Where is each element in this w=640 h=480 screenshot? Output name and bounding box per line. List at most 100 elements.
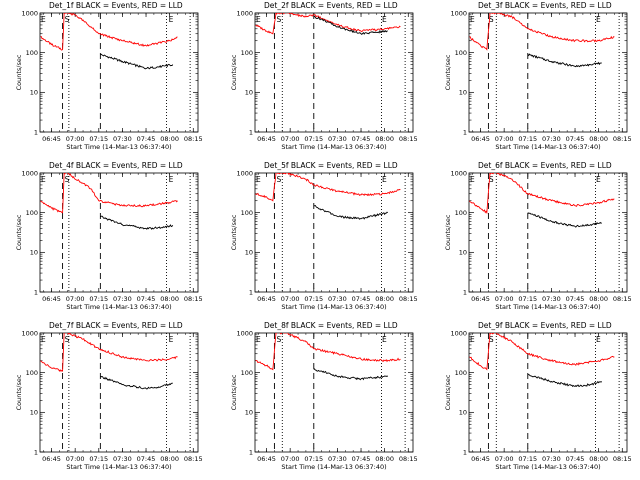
y-tick-label: 10 xyxy=(30,409,38,417)
x-tick-label: 08:00 xyxy=(160,135,179,143)
y-tick-label: 10 xyxy=(30,249,38,257)
x-axis-label: Start Time (14-Mar-13 06:37:40) xyxy=(66,143,171,151)
y-tick-label: 100 xyxy=(241,369,253,377)
x-tick-label: 08:15 xyxy=(399,295,418,303)
y-tick-label: 100 xyxy=(26,369,38,377)
x-tick-label: 08:00 xyxy=(375,135,394,143)
x-tick-label: 07:00 xyxy=(495,295,514,303)
x-axis-label: Start Time (14-Mar-13 06:37:40) xyxy=(281,463,386,471)
x-axis-label: Start Time (14-Mar-13 06:37:40) xyxy=(495,463,600,471)
marker-letter: S xyxy=(65,335,70,344)
x-tick-label: 06:45 xyxy=(42,455,61,463)
y-tick-label: 1 xyxy=(34,448,38,456)
y-tick-label: 10 xyxy=(30,89,38,97)
x-tick-label: 06:45 xyxy=(471,455,490,463)
x-tick-label: 07:30 xyxy=(328,295,347,303)
y-tick-label: 100 xyxy=(26,49,38,57)
x-tick-label: 07:15 xyxy=(89,455,108,463)
y-tick-label: 10 xyxy=(245,409,253,417)
x-tick-label: 07:45 xyxy=(137,455,156,463)
panel-title: Det_7f BLACK = Events, RED = LLD xyxy=(49,321,183,330)
detector-panel-8: Det_8f BLACK = Events, RED = LLD 1 10 100 10… xyxy=(230,321,418,471)
x-tick-label: 07:15 xyxy=(304,135,323,143)
events-series-line xyxy=(100,53,174,70)
y-tick-label: 1 xyxy=(249,288,253,296)
y-axis-label: Counts/sec xyxy=(444,374,452,410)
y-axis-label: Counts/sec xyxy=(444,214,452,250)
marker-letter: E xyxy=(470,175,475,184)
y-tick-label: 10 xyxy=(459,409,467,417)
marker-letter: S xyxy=(276,335,281,344)
marker-letter: S xyxy=(276,175,281,184)
y-tick-label: 1 xyxy=(463,288,467,296)
x-tick-label: 08:15 xyxy=(613,295,632,303)
x-tick-label: 07:15 xyxy=(518,455,537,463)
lld-series-line xyxy=(40,13,178,51)
marker-letter: S xyxy=(276,15,281,24)
x-tick-label: 07:45 xyxy=(352,455,371,463)
x-tick-label: 08:15 xyxy=(399,455,418,463)
plot-frame xyxy=(468,332,628,453)
x-tick-label: 07:15 xyxy=(518,135,537,143)
x-tick-label: 06:45 xyxy=(471,295,490,303)
x-tick-label: 08:00 xyxy=(160,455,179,463)
marker-letter: E xyxy=(470,335,475,344)
x-tick-label: 07:45 xyxy=(352,295,371,303)
x-tick-label: 06:45 xyxy=(257,455,276,463)
marker-letter: S xyxy=(489,175,494,184)
x-tick-label: 06:45 xyxy=(42,135,61,143)
marker-letter: E xyxy=(596,335,601,344)
x-tick-label: 08:15 xyxy=(184,295,203,303)
events-series-line xyxy=(527,53,602,68)
y-tick-label: 1 xyxy=(463,448,467,456)
y-tick-label: 1 xyxy=(34,288,38,296)
detector-panel-3: Det_3f BLACK = Events, RED = LLD 1 10 100 10… xyxy=(444,1,632,151)
y-tick-label: 1 xyxy=(463,128,467,136)
y-tick-label: 1000 xyxy=(450,9,467,17)
lld-series-line xyxy=(255,333,401,371)
x-tick-label: 07:45 xyxy=(566,135,585,143)
plot-frame xyxy=(254,12,414,133)
marker-letter: E xyxy=(169,15,174,24)
x-axis-label: Start Time (14-Mar-13 06:37:40) xyxy=(495,143,600,151)
panel-title: Det_4f BLACK = Events, RED = LLD xyxy=(49,161,183,170)
x-tick-label: 08:15 xyxy=(184,455,203,463)
panel-title: Det_2f BLACK = Events, RED = LLD xyxy=(264,1,398,10)
x-tick-label: 08:00 xyxy=(589,295,608,303)
x-tick-label: 08:00 xyxy=(375,455,394,463)
marker-letter: E xyxy=(382,175,387,184)
y-tick-label: 10 xyxy=(459,249,467,257)
y-axis-label: Counts/sec xyxy=(230,54,238,90)
x-tick-label: 07:30 xyxy=(113,135,132,143)
x-tick-label: 07:15 xyxy=(518,295,537,303)
x-tick-label: 07:45 xyxy=(566,295,585,303)
marker-letter: E xyxy=(169,335,174,344)
detector-panel-7: Det_7f BLACK = Events, RED = LLD 1 10 100 10… xyxy=(15,321,203,471)
x-axis-label: Start Time (14-Mar-13 06:37:40) xyxy=(66,303,171,311)
panel-title: Det_3f BLACK = Events, RED = LLD xyxy=(478,1,612,10)
plot-frame xyxy=(39,12,199,133)
y-axis-label: Counts/sec xyxy=(230,374,238,410)
y-axis-label: Counts/sec xyxy=(444,54,452,90)
x-tick-label: 07:00 xyxy=(66,455,85,463)
x-tick-label: 07:00 xyxy=(281,135,300,143)
marker-letter: S xyxy=(65,15,70,24)
plot-frame xyxy=(254,172,414,293)
x-tick-label: 07:00 xyxy=(281,455,300,463)
x-tick-label: 07:30 xyxy=(542,455,561,463)
detector-panel-9: Det_9f BLACK = Events, RED = LLD 1 10 100 10… xyxy=(444,321,632,471)
y-tick-label: 100 xyxy=(455,209,467,217)
x-tick-label: 07:15 xyxy=(89,295,108,303)
detector-panel-6: Det_6f BLACK = Events, RED = LLD 1 10 100 10… xyxy=(444,161,632,311)
lld-series-line xyxy=(40,333,178,372)
y-tick-label: 1 xyxy=(34,128,38,136)
panel-title: Det_9f BLACK = Events, RED = LLD xyxy=(478,321,612,330)
y-tick-label: 1000 xyxy=(450,329,467,337)
x-tick-label: 07:15 xyxy=(89,135,108,143)
x-tick-label: 08:15 xyxy=(184,135,203,143)
y-axis-label: Counts/sec xyxy=(230,214,238,250)
x-tick-label: 08:15 xyxy=(399,135,418,143)
y-axis-label: Counts/sec xyxy=(15,54,23,90)
marker-letter: E xyxy=(169,175,174,184)
x-tick-label: 08:00 xyxy=(589,455,608,463)
